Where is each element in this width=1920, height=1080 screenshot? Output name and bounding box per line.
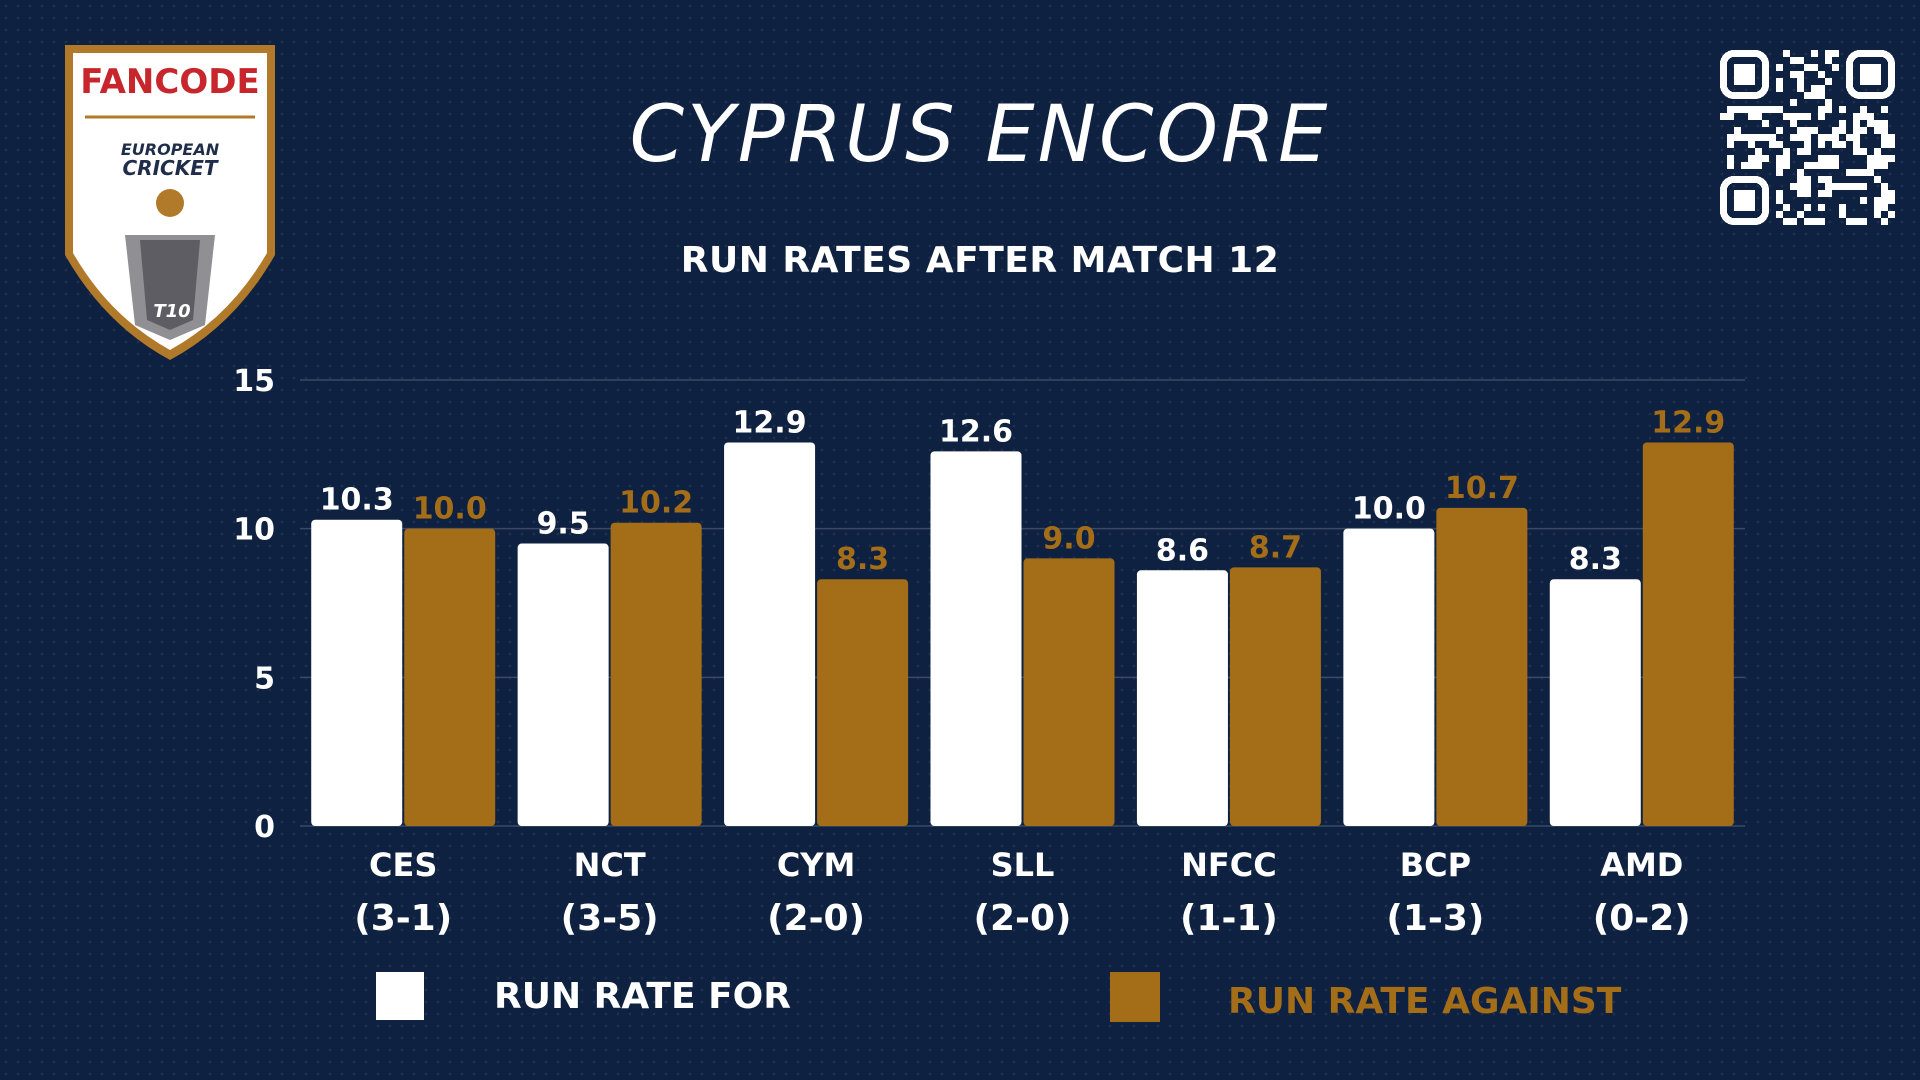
x-tick-record: (1-1) (1180, 898, 1278, 939)
logo-brand: FANCODE (80, 62, 259, 102)
logo-badge: T10 (153, 301, 190, 322)
data-label-against: 8.3 (836, 542, 889, 577)
data-label-for: 8.6 (1156, 533, 1209, 568)
x-tick-label: BCP (1400, 846, 1471, 884)
x-tick-record: (3-1) (354, 898, 452, 939)
bar-run-rate-against (610, 522, 702, 826)
data-label-against: 8.7 (1249, 530, 1302, 565)
logo-line2: CRICKET (123, 156, 219, 180)
bar-run-rate-against (1023, 558, 1115, 826)
bar-run-rate-against (1642, 442, 1734, 826)
x-tick-record: (2-0) (974, 898, 1072, 939)
data-label-for: 12.6 (939, 414, 1013, 449)
bar-run-rate-for (724, 442, 816, 826)
y-tick-label: 15 (233, 364, 275, 399)
bar-run-rate-for (1549, 579, 1641, 826)
data-label-against: 12.9 (1651, 405, 1725, 440)
logo-line1: EUROPEAN (121, 140, 220, 159)
x-tick-record: (2-0) (767, 898, 865, 939)
fancode-european-cricket-logo: FANCODE EUROPEAN CRICKET T10 (65, 45, 275, 360)
data-label-for: 8.3 (1569, 542, 1622, 577)
y-tick-label: 10 (233, 513, 275, 548)
x-tick-label: CYM (777, 846, 856, 884)
data-label-for: 9.5 (537, 507, 590, 542)
x-tick-label: AMD (1600, 846, 1683, 884)
data-label-against: 10.0 (413, 492, 487, 527)
bar-run-rate-for (930, 451, 1022, 826)
data-label-against: 10.2 (619, 486, 693, 521)
x-tick-record: (0-2) (1593, 898, 1691, 939)
bar-run-rate-for (1343, 528, 1435, 826)
x-tick-label: NCT (574, 846, 646, 884)
legend-swatch-against (1110, 972, 1160, 1022)
data-label-against: 9.0 (1042, 521, 1095, 556)
x-tick-label: NFCC (1181, 846, 1277, 884)
data-label-against: 10.7 (1445, 471, 1519, 506)
y-tick-label: 0 (254, 810, 275, 845)
legend-swatch-for (376, 972, 424, 1020)
x-tick-record: (3-5) (561, 898, 659, 939)
data-label-for: 12.9 (733, 405, 807, 440)
x-tick-label: CES (369, 846, 437, 884)
bar-run-rate-for (311, 519, 403, 826)
x-tick-record: (1-3) (1386, 898, 1484, 939)
x-tick-label: SLL (991, 846, 1055, 884)
bar-run-rate-against (1436, 507, 1528, 826)
bar-run-rate-for (517, 543, 609, 826)
page-title: CYPRUS ENCORE (629, 90, 1331, 180)
qr-code-icon (1720, 50, 1895, 225)
chart-subtitle: RUN RATES AFTER MATCH 12 (680, 240, 1280, 281)
data-label-for: 10.3 (320, 483, 394, 518)
bar-run-rate-for (1136, 570, 1228, 826)
bar-run-rate-against (817, 579, 909, 826)
y-tick-label: 5 (254, 661, 275, 696)
legend-label-for: RUN RATE FOR (494, 976, 791, 1017)
bar-run-rate-against (1229, 567, 1321, 826)
data-label-for: 10.0 (1352, 492, 1426, 527)
bar-run-rate-against (404, 528, 496, 826)
legend-label-against: RUN RATE AGAINST (1228, 981, 1622, 1022)
